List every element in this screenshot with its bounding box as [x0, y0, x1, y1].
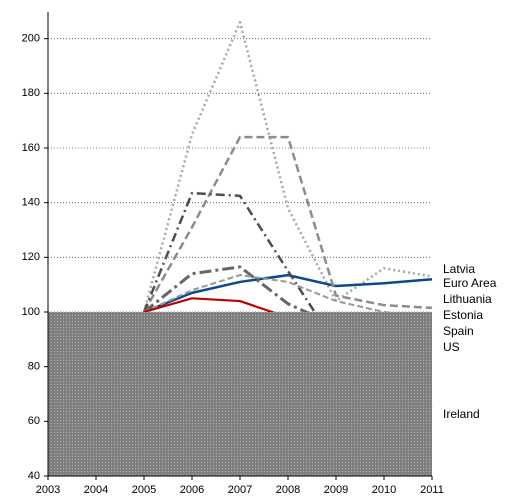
x-tick-label: 2004 [84, 484, 108, 496]
y-tick-label: 100 [22, 306, 40, 318]
y-tick-label: 120 [22, 251, 40, 263]
x-tick-label: 2006 [180, 484, 204, 496]
y-tick-label: 80 [28, 361, 40, 373]
shaded-area [48, 312, 432, 476]
x-tick-label: 2003 [36, 484, 60, 496]
y-tick-label: 40 [28, 470, 40, 482]
series-line [143, 273, 433, 314]
x-tick-label: 2011 [420, 484, 444, 496]
x-tick-label: 2005 [132, 484, 156, 496]
series-label: US [443, 340, 460, 354]
series-label: Euro Area [443, 276, 497, 290]
series-line [142, 21, 433, 313]
y-tick-label: 160 [22, 142, 40, 154]
y-tick-label: 180 [22, 87, 40, 99]
x-tick-label: 2007 [228, 484, 252, 496]
series-label: Lithuania [443, 292, 492, 306]
series-label: Latvia [443, 262, 475, 276]
series-line [143, 274, 433, 319]
series-line [142, 135, 433, 313]
x-tick-label: 2010 [372, 484, 396, 496]
x-tick-label: 2009 [324, 484, 348, 496]
y-tick-label: 60 [28, 415, 40, 427]
y-tick-label: 140 [22, 197, 40, 209]
series-label: Spain [443, 324, 474, 338]
y-tick-label: 200 [22, 33, 40, 45]
x-tick-label: 2008 [276, 484, 300, 496]
series-label: Ireland [443, 407, 480, 421]
series-label: Estonia [443, 308, 483, 322]
